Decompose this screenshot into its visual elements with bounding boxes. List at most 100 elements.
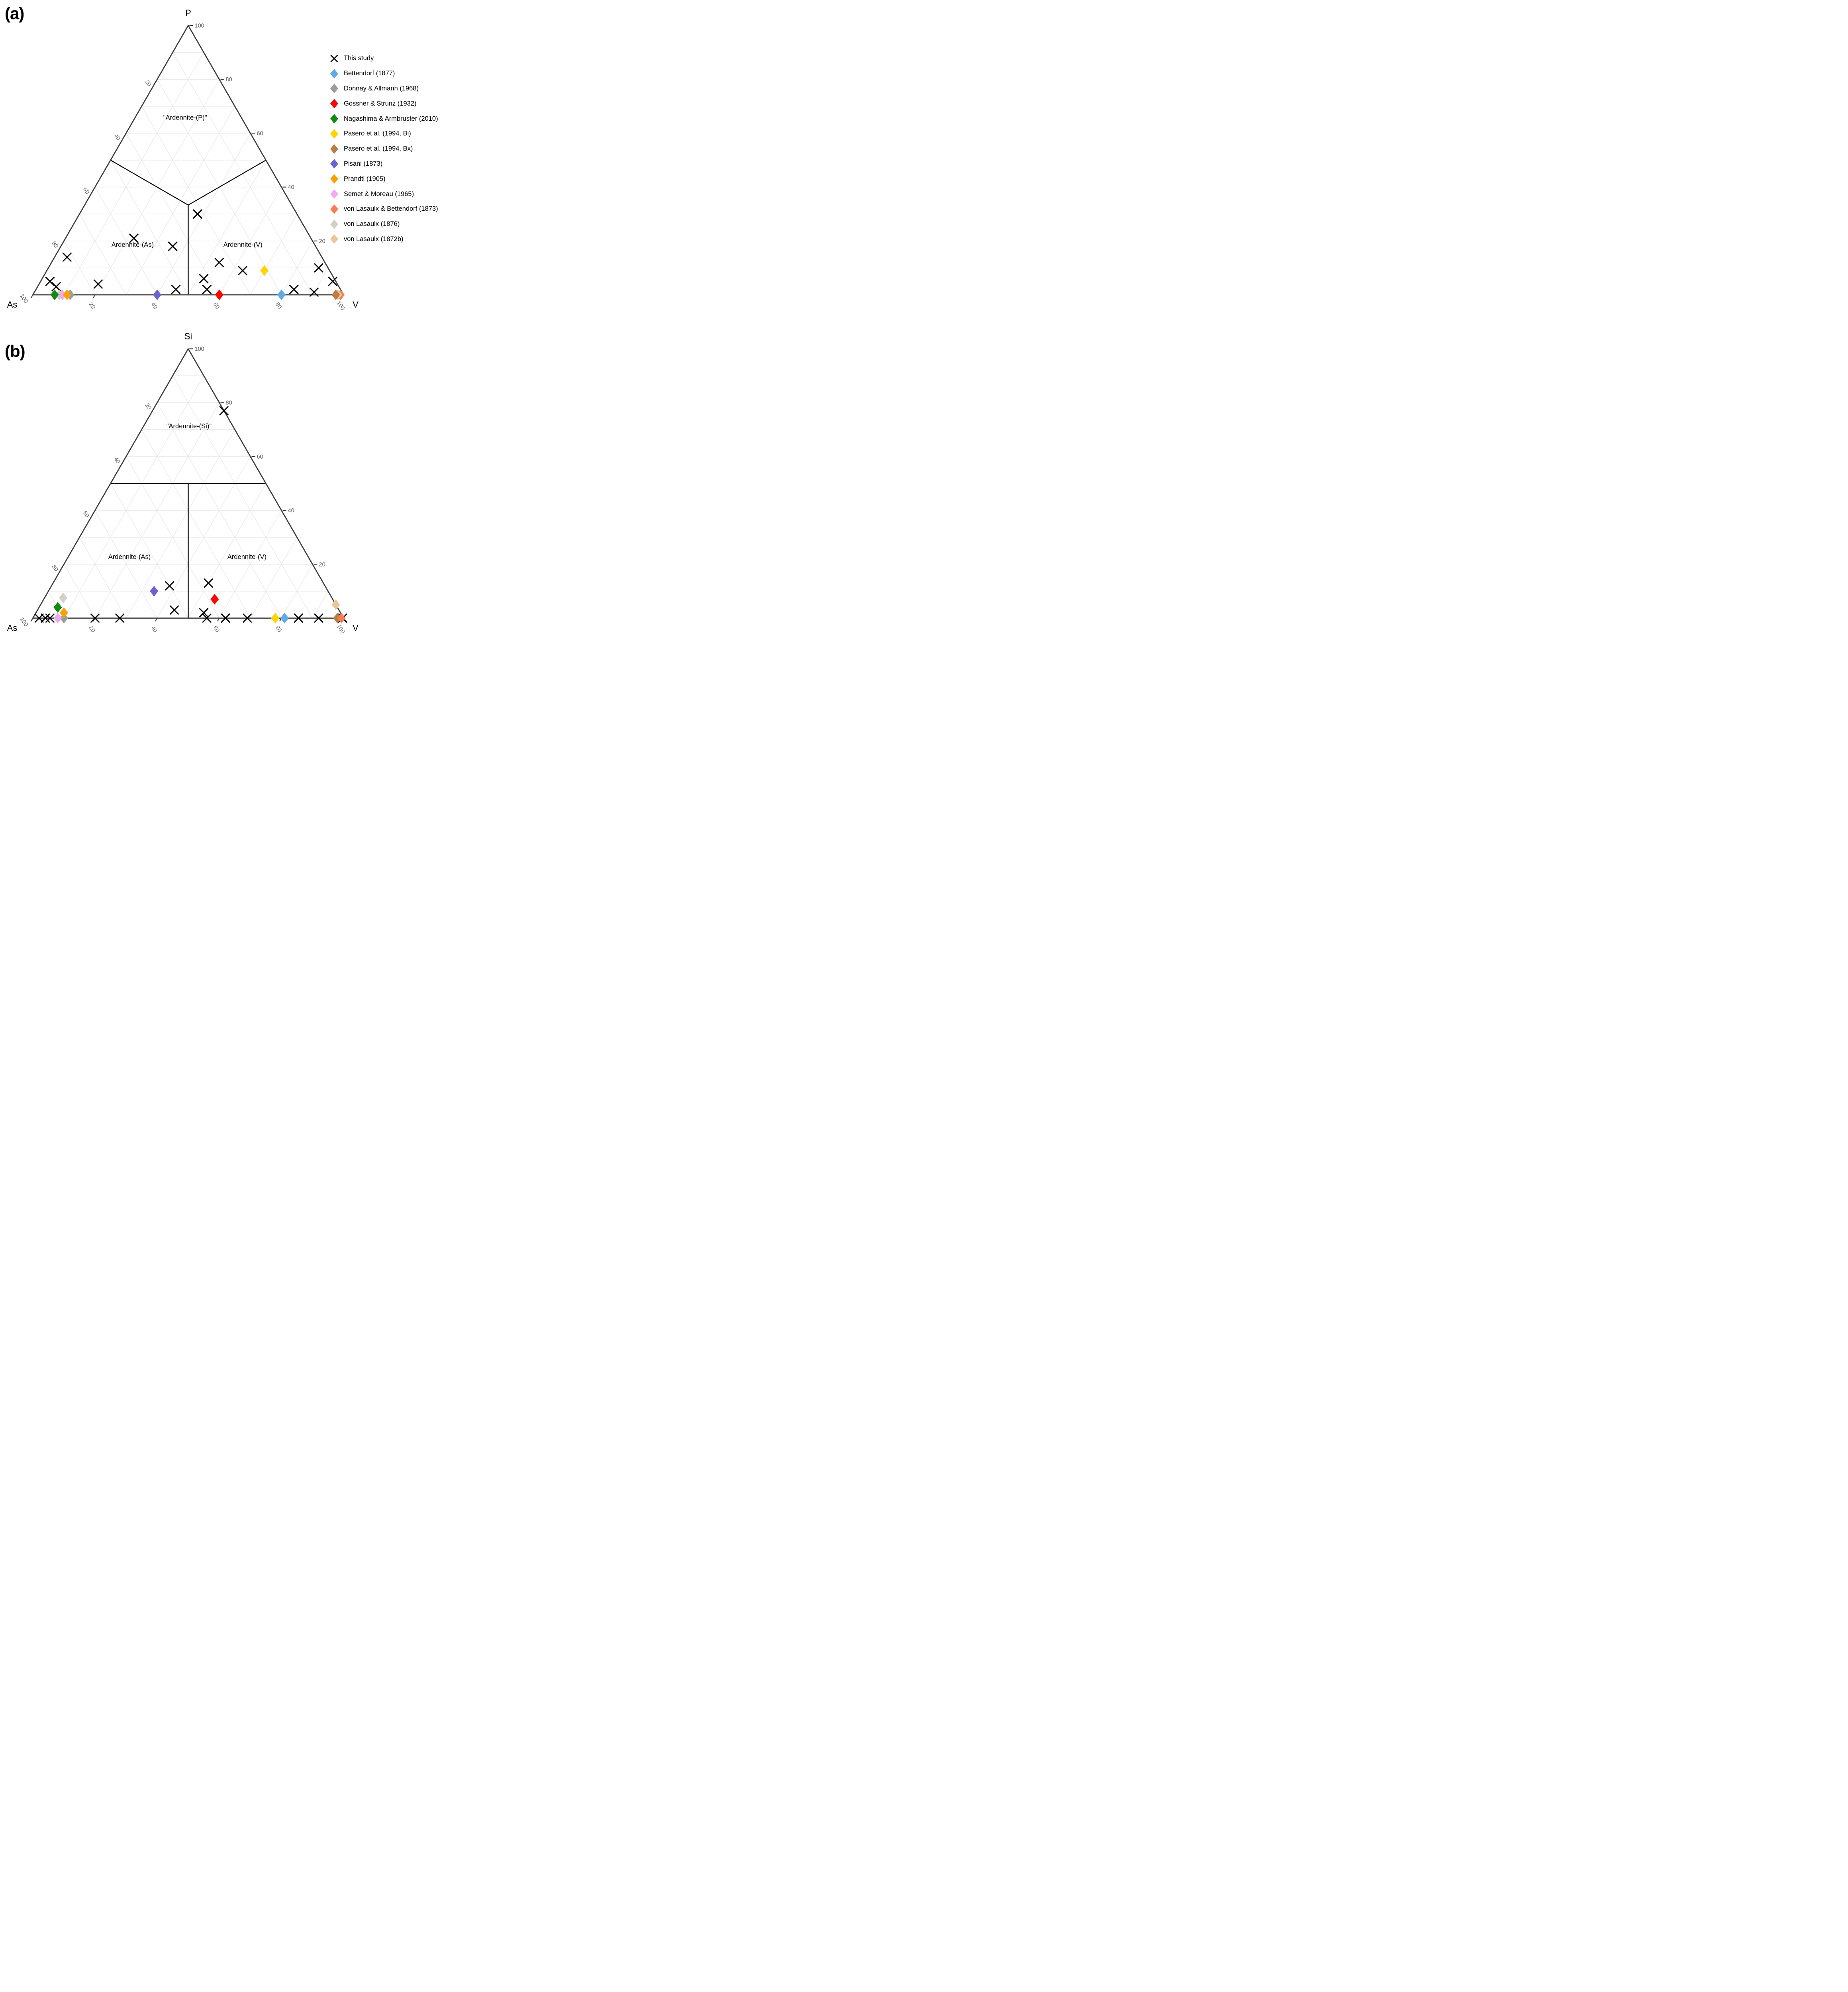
legend-item-label: Pasero et al. (1994, Bi)	[344, 130, 411, 137]
region-label: "Ardennite-(Si)"	[167, 423, 212, 430]
diamond-icon	[330, 129, 338, 139]
data-point-diamond	[271, 613, 280, 623]
right-axis-tick-label: 80	[226, 400, 232, 406]
legend-item: Semet & Moreau (1965)	[329, 186, 438, 202]
legend-item: Gossner & Strunz (1932)	[329, 96, 438, 111]
left-axis-tick-label: 100	[18, 293, 29, 304]
legend-item: Pasero et al. (1994, Bx)	[329, 141, 438, 157]
bottom-axis-tick-label: 60	[212, 302, 221, 310]
legend-item-label: von Lasaulx (1876)	[344, 220, 400, 228]
left-axis-label: As	[7, 300, 18, 310]
left-axis-label: As	[7, 623, 18, 633]
right-axis-tick-label: 20	[319, 238, 325, 245]
ternary-diagrams: 20 20 20 40 40 40 60 60 60 80 80 80 100 100 100 P As V "Ar…	[7, 8, 359, 635]
legend-item: Pasero et al. (1994, Bi)	[329, 126, 438, 141]
data-point-diamond	[330, 129, 338, 139]
data-point-diamond	[330, 84, 338, 94]
triangle-edges	[32, 348, 344, 619]
data-point-diamond	[330, 99, 338, 109]
legend-item-label: Nagashima & Armbruster (2010)	[344, 115, 438, 122]
legend-item: Bettendorf (1877)	[329, 66, 438, 81]
diamond-icon	[330, 204, 338, 214]
panel-a: 20 20 20 40 40 40 60 60 60 80 80 80 100 100 100 P As V "Ar…	[7, 8, 359, 312]
data-point-diamond	[280, 613, 289, 623]
left-axis-tick-label: 40	[113, 133, 122, 141]
data-point-diamond	[210, 594, 219, 605]
diamond-icon	[330, 114, 338, 124]
bottom-axis-tick-label: 80	[274, 302, 283, 310]
right-axis-tick-label: 20	[319, 561, 325, 568]
right-axis-label: V	[353, 623, 359, 633]
diamond-icon	[330, 174, 338, 184]
region-label: Ardennite-(As)	[108, 553, 151, 561]
left-axis-tick-label: 20	[144, 79, 153, 88]
right-axis-label: V	[353, 300, 359, 310]
legend-item-label: Donnay & Allmann (1968)	[344, 84, 419, 92]
left-axis-tick-label: 60	[82, 186, 90, 195]
legend-item: von Lasaulx (1876)	[329, 217, 438, 232]
left-axis-tick-label: 20	[144, 402, 153, 411]
data-point-diamond	[330, 174, 338, 184]
diamond-icon	[330, 234, 338, 244]
data-point-diamond	[53, 602, 62, 613]
data-point-diamond	[59, 592, 68, 604]
this-study-points	[45, 209, 338, 297]
left-axis-tick-label: 40	[113, 456, 122, 465]
data-point-diamond	[53, 613, 62, 623]
region-label: Ardennite-(V)	[223, 241, 263, 249]
figure: (a) (b) 20 20 20 40 40 40 60 60 60 80 80 80 100 100 10…	[0, 0, 462, 636]
data-point-diamond	[330, 234, 338, 244]
field-boundary	[188, 160, 267, 206]
data-point-diamond	[330, 114, 338, 124]
right-axis-tick-label: 40	[288, 508, 294, 514]
data-point-diamond	[330, 69, 338, 78]
data-point-diamond	[330, 144, 338, 154]
bottom-axis-tick-label: 100	[335, 300, 346, 312]
legend-item-label: von Lasaulx & Bettendorf (1873)	[344, 205, 438, 213]
data-point-diamond	[331, 289, 340, 300]
diamond-icon	[330, 144, 338, 154]
legend-item-label: Bettendorf (1877)	[344, 70, 395, 77]
panel-b-label: (b)	[5, 342, 25, 361]
axis-ticks: 20 20 20 40 40 40 60 60 60 80 80 80 100 100 100	[18, 23, 346, 312]
data-point-diamond	[331, 599, 340, 610]
data-point-diamond	[215, 289, 223, 300]
diamond-icon	[330, 99, 338, 109]
bottom-axis-tick-label: 60	[212, 625, 221, 633]
panel-a-label: (a)	[5, 4, 24, 23]
legend-item: Prandtl (1905)	[329, 171, 438, 186]
diamond-icon	[330, 219, 338, 229]
diamond-icon	[330, 69, 338, 78]
right-axis-tick-label: 60	[257, 130, 263, 137]
right-axis-tick-label: 80	[226, 76, 232, 83]
bottom-axis-tick-label: 100	[335, 623, 346, 635]
data-point-diamond	[50, 289, 59, 300]
right-axis-tick-label: 100	[195, 23, 204, 29]
legend-item-label: Pasero et al. (1994, Bx)	[344, 145, 413, 153]
data-point-diamond	[277, 289, 286, 300]
legend-item-label: Pisani (1873)	[344, 160, 383, 167]
legend-item: von Lasaulx (1872b)	[329, 232, 438, 247]
data-point-diamond	[330, 159, 338, 169]
legend-item: von Lasaulx & Bettendorf (1873)	[329, 202, 438, 217]
legend-item-label: This study	[344, 55, 374, 62]
data-point-diamond	[150, 586, 159, 597]
legend-item: This study	[329, 51, 438, 66]
legend-item-label: Prandtl (1905)	[344, 175, 386, 182]
data-point-diamond	[60, 613, 68, 623]
data-point-diamond	[330, 189, 338, 199]
legend-item: Nagashima & Armbruster (2010)	[329, 111, 438, 126]
region-label: "Ardennite-(P)"	[163, 114, 207, 122]
right-axis-tick-label: 40	[288, 184, 294, 191]
left-axis-tick-label: 80	[51, 564, 59, 573]
legend-item: Donnay & Allmann (1968)	[329, 81, 438, 96]
left-axis-tick-label: 80	[51, 240, 59, 249]
legend-item-label: Semet & Moreau (1965)	[344, 190, 414, 198]
diamond-icon	[330, 189, 338, 199]
data-point-diamond	[260, 265, 269, 276]
diamond-icon	[330, 159, 338, 169]
bottom-axis-tick-label: 40	[150, 625, 159, 633]
x-marker-icon	[330, 55, 338, 63]
legend-item-label: von Lasaulx (1872b)	[344, 235, 404, 243]
